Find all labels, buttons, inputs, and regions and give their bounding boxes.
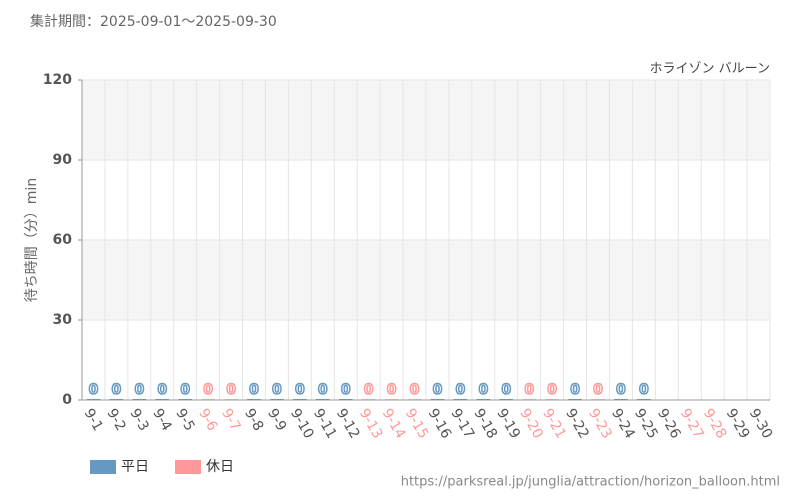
- x-tick-label: 9-19: [493, 406, 523, 442]
- x-tick-label: 9-9: [264, 406, 289, 434]
- x-tick-label: 9-6: [195, 406, 220, 434]
- y-tick-label: 90: [53, 152, 73, 168]
- x-tick-label: 9-20: [516, 406, 546, 442]
- bar: [522, 399, 537, 400]
- x-tick-label: 9-13: [356, 406, 386, 442]
- value-label: 0: [226, 382, 236, 398]
- value-label: 0: [410, 382, 420, 398]
- x-tick-label: 9-24: [608, 406, 638, 442]
- x-tick-label: 9-15: [402, 406, 432, 442]
- y-tick-label: 60: [53, 232, 73, 248]
- bar: [247, 399, 261, 400]
- x-tick-label: 9-16: [425, 406, 455, 442]
- value-label: 0: [341, 382, 351, 398]
- value-label: 0: [157, 382, 167, 398]
- bar: [178, 399, 193, 400]
- x-tick-label: 9-29: [723, 406, 753, 442]
- bar: [499, 399, 514, 400]
- x-tick-label: 9-12: [333, 406, 363, 442]
- value-label: 0: [387, 382, 397, 398]
- source: https://parksreal.jp/junglia/attraction/…: [401, 475, 780, 490]
- bar: [407, 399, 422, 400]
- value-label: 0: [272, 382, 282, 398]
- x-tick-label: 9-22: [562, 406, 592, 442]
- value-label: 0: [501, 382, 511, 398]
- legend-swatch: [175, 460, 201, 474]
- x-tick-label: 9-27: [677, 406, 707, 442]
- bar: [545, 399, 560, 400]
- value-label: 0: [570, 382, 580, 398]
- bar: [155, 399, 170, 400]
- x-tick-label: 9-28: [700, 406, 730, 442]
- x-tick-label: 9-5: [172, 406, 197, 434]
- value-label: 0: [639, 382, 649, 398]
- bar: [361, 399, 376, 400]
- value-label: 0: [364, 382, 374, 398]
- value-label: 0: [134, 382, 144, 398]
- value-label: 0: [456, 382, 466, 398]
- value-label: 0: [180, 382, 190, 398]
- bar: [636, 399, 651, 400]
- value-label: 0: [616, 382, 626, 398]
- x-tick-label: 9-30: [746, 406, 776, 442]
- value-label: 0: [249, 382, 259, 398]
- bar: [201, 399, 216, 400]
- x-tick-label: 9-7: [218, 406, 243, 434]
- value-label: 0: [89, 382, 99, 398]
- x-tick-label: 9-17: [447, 406, 477, 442]
- legend-label: 平日: [121, 459, 149, 475]
- bar: [614, 399, 628, 400]
- chart-subtitle: ホライゾン バルーン: [650, 62, 770, 77]
- value-label: 0: [295, 382, 305, 398]
- y-tick-label: 30: [53, 312, 73, 328]
- value-label: 0: [433, 382, 443, 398]
- value-label: 0: [478, 382, 488, 398]
- legend-swatch: [90, 460, 116, 474]
- bar: [591, 399, 605, 400]
- y-axis-label: 待ち時間（分）min: [24, 178, 40, 302]
- y-tick-label: 0: [62, 392, 72, 408]
- x-tick-label: 9-3: [126, 406, 151, 434]
- x-tick-label: 9-2: [103, 406, 128, 434]
- bar: [315, 399, 330, 400]
- x-tick-label: 9-10: [287, 406, 317, 442]
- x-tick-label: 9-26: [654, 406, 684, 442]
- x-tick-label: 9-1: [81, 406, 106, 434]
- bar: [453, 399, 468, 400]
- bar: [270, 399, 284, 400]
- bar: [86, 399, 101, 400]
- chart-title: 集計期間：2025-09-01～2025-09-30: [30, 13, 277, 30]
- bar: [292, 399, 307, 400]
- value-label: 0: [547, 382, 557, 398]
- bar: [384, 399, 399, 400]
- x-tick-label: 9-23: [585, 406, 615, 442]
- value-label: 0: [593, 382, 603, 398]
- bar: [132, 399, 147, 400]
- value-label: 0: [524, 382, 534, 398]
- bar: [338, 399, 353, 400]
- value-label: 0: [203, 382, 213, 398]
- x-tick-label: 9-11: [310, 406, 340, 442]
- bar: [224, 399, 238, 400]
- value-label: 0: [112, 382, 122, 398]
- x-tick-label: 9-21: [539, 406, 569, 442]
- value-label: 0: [318, 382, 328, 398]
- x-tick-label: 9-25: [631, 406, 661, 442]
- x-tick-label: 9-18: [470, 406, 500, 442]
- legend-label: 休日: [206, 459, 234, 475]
- x-tick-label: 9-4: [149, 406, 174, 434]
- bar: [476, 399, 491, 400]
- bar: [568, 399, 582, 400]
- bar: [109, 399, 124, 400]
- bar: [430, 399, 445, 400]
- x-tick-label: 9-14: [379, 406, 409, 442]
- x-tick-label: 9-8: [241, 406, 266, 434]
- y-tick-label: 120: [43, 72, 72, 88]
